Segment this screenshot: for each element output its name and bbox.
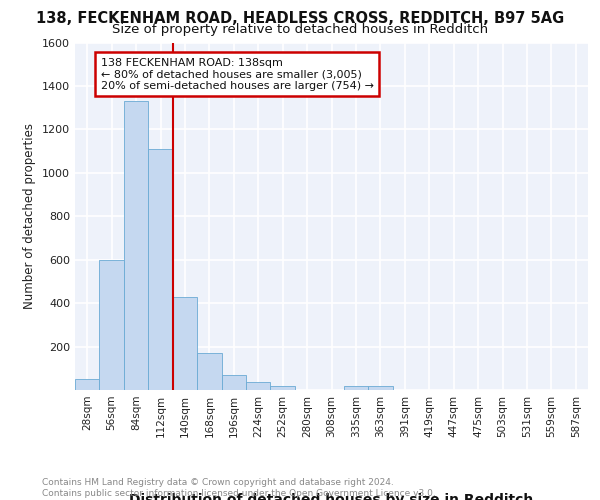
Y-axis label: Number of detached properties: Number of detached properties: [23, 123, 37, 309]
Bar: [246, 382, 271, 390]
Bar: [221, 375, 246, 390]
Bar: [368, 386, 392, 390]
Bar: [197, 353, 221, 390]
Text: 138 FECKENHAM ROAD: 138sqm
← 80% of detached houses are smaller (3,005)
20% of s: 138 FECKENHAM ROAD: 138sqm ← 80% of deta…: [101, 58, 374, 91]
Text: Size of property relative to detached houses in Redditch: Size of property relative to detached ho…: [112, 22, 488, 36]
Bar: [344, 386, 368, 390]
Text: Contains HM Land Registry data © Crown copyright and database right 2024.
Contai: Contains HM Land Registry data © Crown c…: [42, 478, 436, 498]
Bar: [75, 379, 100, 390]
Bar: [124, 101, 148, 390]
Bar: [148, 149, 173, 390]
Text: 138, FECKENHAM ROAD, HEADLESS CROSS, REDDITCH, B97 5AG: 138, FECKENHAM ROAD, HEADLESS CROSS, RED…: [36, 11, 564, 26]
Bar: [173, 296, 197, 390]
X-axis label: Distribution of detached houses by size in Redditch: Distribution of detached houses by size …: [130, 492, 533, 500]
Bar: [271, 386, 295, 390]
Bar: [100, 260, 124, 390]
